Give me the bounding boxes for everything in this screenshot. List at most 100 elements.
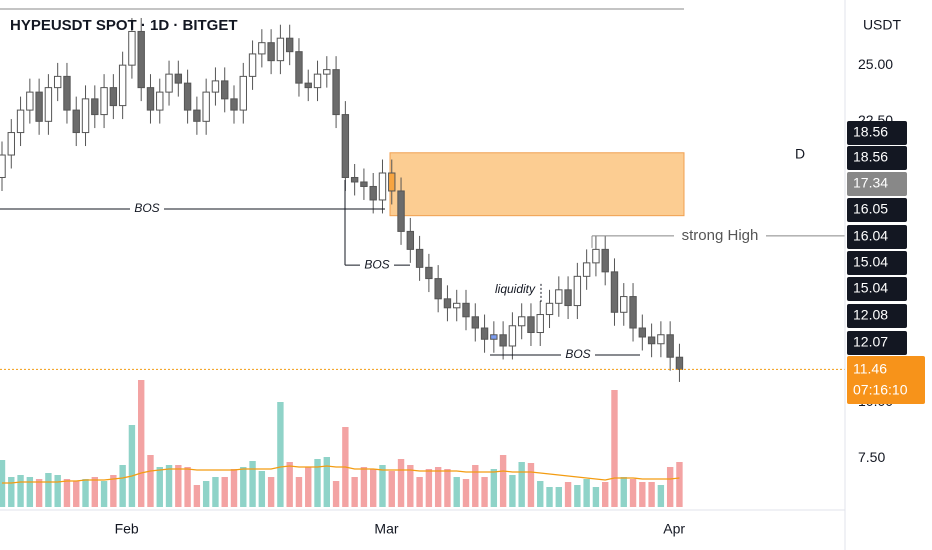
volume-bar — [138, 380, 145, 507]
candle-body — [378, 172, 387, 201]
volume-bar — [370, 469, 377, 507]
candle-body — [285, 37, 294, 53]
price-label-bg — [847, 304, 907, 328]
timeframe: D — [795, 146, 805, 162]
candle-body — [0, 154, 6, 178]
candle-body — [44, 87, 53, 122]
candle-body — [304, 82, 312, 89]
candle-body — [165, 73, 173, 93]
volume-bar — [639, 482, 646, 507]
volume-bar — [499, 455, 507, 507]
volume-bar — [17, 475, 24, 507]
volume-bar — [165, 465, 173, 507]
price-label-bg — [847, 356, 925, 404]
candle-body — [434, 278, 442, 300]
volume-bar — [314, 459, 321, 507]
x-tick-label: Feb — [115, 521, 139, 537]
volume-bar — [230, 469, 238, 507]
candle-body — [211, 80, 220, 93]
price-label-bg — [847, 198, 907, 222]
candle-body — [564, 289, 572, 307]
candle-body — [221, 80, 229, 100]
candle-body — [63, 75, 71, 111]
volume-bar — [277, 402, 284, 507]
candle-body — [118, 64, 127, 107]
candle-body — [508, 325, 517, 347]
volume-bar — [100, 481, 108, 507]
candle-body — [555, 289, 563, 304]
volume-bar — [119, 465, 126, 507]
volume-bar — [35, 479, 43, 507]
volume-bar — [295, 477, 303, 507]
volume-bar — [397, 459, 405, 507]
candle-body — [341, 114, 350, 178]
candle-body — [517, 316, 526, 327]
candle-body — [202, 91, 210, 122]
volume-bar — [592, 487, 600, 507]
price-label-bg — [847, 331, 907, 355]
candle-body — [91, 98, 99, 116]
volume-bar — [45, 473, 52, 507]
volume-bar — [555, 487, 562, 507]
candle-body — [323, 69, 331, 75]
price-label: 11.46 — [853, 361, 887, 377]
candle-body — [536, 314, 544, 334]
candle-body — [462, 302, 470, 318]
volume-bar — [490, 469, 498, 507]
candle-body — [480, 327, 489, 340]
candle-body — [360, 181, 368, 187]
volume-bar — [91, 477, 98, 507]
volume-bar — [240, 467, 247, 507]
bos-label: BOS — [134, 201, 159, 215]
countdown: 07:16:10 — [853, 382, 908, 398]
volume-bar — [8, 477, 15, 507]
volume-bar — [416, 477, 423, 507]
volume-bar — [267, 477, 275, 507]
volume-ma — [2, 465, 680, 484]
y-tick-label: 7.50 — [858, 449, 885, 465]
volume-bar — [527, 463, 535, 507]
volume-bar — [583, 479, 590, 507]
volume-bar — [258, 471, 266, 507]
volume-bar — [676, 462, 683, 507]
volume-bar — [509, 475, 516, 507]
volume-bar — [332, 481, 340, 507]
volume-bar — [379, 465, 386, 507]
candle-body — [610, 271, 619, 313]
volume-bar — [472, 465, 479, 507]
candle-body — [620, 296, 628, 313]
candle-body — [666, 334, 674, 358]
volume-bar — [360, 467, 368, 507]
liquidity-label: liquidity — [495, 282, 536, 296]
price-label-bg — [847, 121, 907, 145]
price-label: 12.07 — [853, 334, 888, 350]
label-bg — [130, 200, 164, 217]
price-label-bg — [847, 172, 907, 196]
volume-bar — [147, 455, 154, 507]
volume-bar — [564, 482, 572, 507]
candle-body — [109, 87, 118, 107]
candle-body — [7, 132, 15, 156]
volume-bar — [110, 475, 117, 507]
price-label-bg — [847, 146, 907, 170]
label-bg — [360, 257, 394, 274]
chart-title: HYPEUSDT SPOT · 1D · BITGET — [10, 17, 238, 34]
volume-bar — [453, 477, 460, 507]
price-label: 17.34 — [853, 175, 888, 191]
volume-bar — [184, 467, 191, 507]
strong-high-label: strong High — [682, 227, 759, 244]
volume-bar — [128, 425, 136, 507]
candle-body — [647, 336, 656, 345]
candle-body — [267, 42, 275, 62]
candle-body — [369, 185, 377, 201]
volume-bar — [286, 462, 293, 507]
candle-body — [388, 172, 396, 192]
volume-bar — [434, 467, 442, 507]
candle-body — [397, 190, 405, 232]
candle-body — [675, 356, 684, 370]
label-bg — [561, 346, 595, 363]
candle-body — [638, 327, 647, 338]
price-label-bg — [847, 225, 907, 249]
candle-body — [183, 82, 192, 111]
label-bg — [674, 225, 766, 246]
